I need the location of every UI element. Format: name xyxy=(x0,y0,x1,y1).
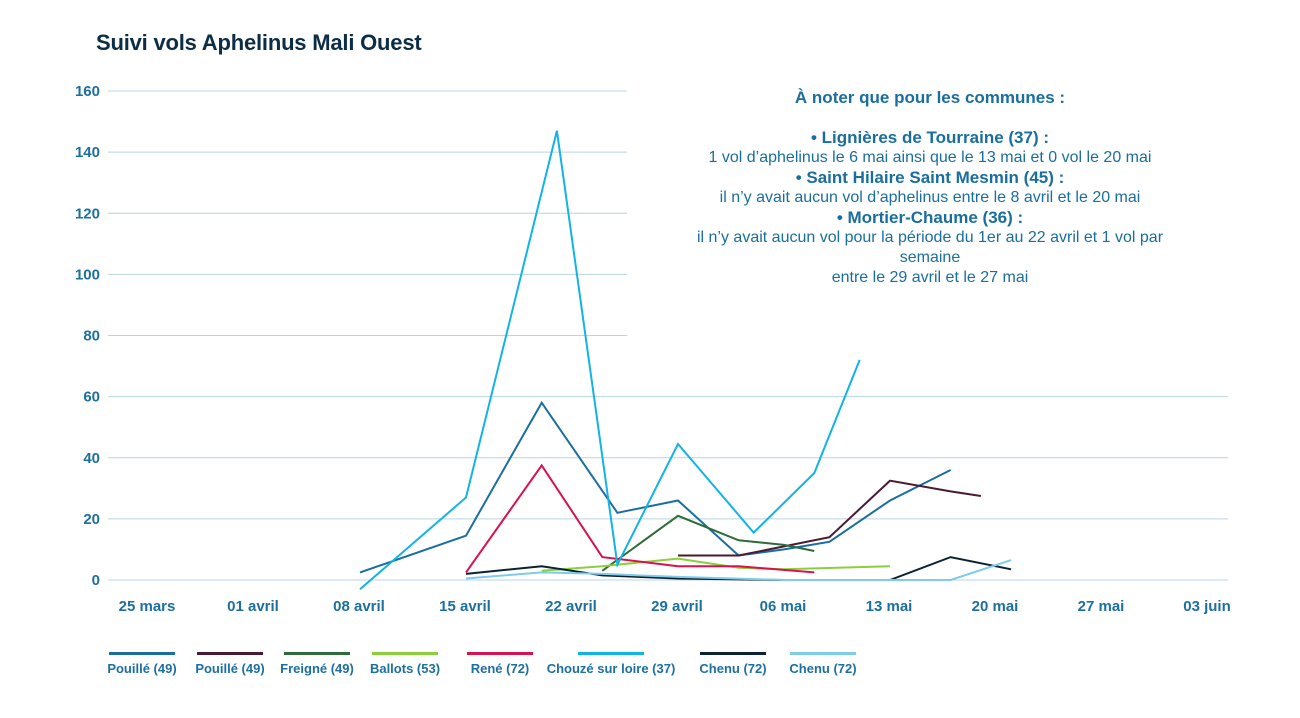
legend-swatch xyxy=(467,652,533,655)
note-entry-title: • Mortier-Chaume (36) : xyxy=(836,208,1024,227)
x-tick-label: 08 avril xyxy=(333,598,385,615)
legend-swatch xyxy=(700,652,766,655)
x-tick-label: 20 mai xyxy=(972,598,1019,615)
legend-swatch xyxy=(109,652,175,655)
legend-swatch xyxy=(790,652,856,655)
x-tick-label: 15 avril xyxy=(439,598,491,615)
note-entry: • Lignières de Tourraine (37) : 1 vol d’… xyxy=(650,128,1210,168)
note-entry-line: il n’y avait aucun vol pour la période d… xyxy=(696,229,1164,246)
legend-label: Pouillé (49) xyxy=(195,661,265,676)
legend-label: Chenu (72) xyxy=(789,661,857,676)
note-entry-title: • Lignières de Tourraine (37) : xyxy=(810,128,1050,147)
note-entry: • Mortier-Chaume (36) : il n’y avait auc… xyxy=(650,208,1210,288)
legend-label: Freigné (49) xyxy=(280,661,354,676)
series-line xyxy=(541,557,891,572)
x-tick-label: 03 juin xyxy=(1183,598,1231,615)
legend-label: Chouzé sur loire (37) xyxy=(546,661,676,676)
series-line xyxy=(465,463,815,574)
y-tick-label: 60 xyxy=(83,389,100,406)
note-heading: À noter que pour les communes : xyxy=(794,88,1066,107)
legend-swatch xyxy=(578,652,644,655)
y-tick-label: 20 xyxy=(83,511,100,528)
note-entry-line: semaine xyxy=(899,249,961,266)
y-tick-label: 100 xyxy=(75,266,100,283)
annotation-note: À noter que pour les communes : • Ligniè… xyxy=(650,88,1210,288)
legend-swatch xyxy=(284,652,350,655)
series-line xyxy=(601,514,815,572)
y-tick-label: 120 xyxy=(75,205,100,222)
legend-label: Pouillé (49) xyxy=(107,661,177,676)
x-axis-ticks: 25 mars 01 avril 08 avril 15 avril 22 avril 2… xyxy=(119,598,1231,615)
x-tick-label: 13 mai xyxy=(866,598,913,615)
x-tick-label: 22 avril xyxy=(545,598,597,615)
series-line xyxy=(359,130,861,590)
y-tick-label: 140 xyxy=(75,144,100,161)
line-chart: 0 20 40 60 80 100 120 140 160 25 mars 01 avril 08 … xyxy=(75,83,1231,615)
note-entry-line: 1 vol d’aphelinus le 6 mai ainsi que le … xyxy=(708,149,1152,166)
note-entry: • Saint Hilaire Saint Mesmin (45) : il n… xyxy=(650,168,1210,208)
y-tick-label: 0 xyxy=(92,572,100,589)
series-line xyxy=(465,559,1012,581)
x-tick-label: 06 mai xyxy=(760,598,807,615)
note-entry-title: • Saint Hilaire Saint Mesmin (45) : xyxy=(795,168,1065,187)
y-axis-ticks: 0 20 40 60 80 100 120 140 160 xyxy=(75,83,100,589)
y-tick-label: 160 xyxy=(75,83,100,100)
x-tick-label: 25 mars xyxy=(119,598,176,615)
legend-label: Ballots (53) xyxy=(369,661,441,676)
legend-label: René (72) xyxy=(470,661,530,676)
legend-swatch xyxy=(197,652,263,655)
note-entry-line: entre le 29 avril et le 27 mai xyxy=(831,269,1029,286)
legend-label: Chenu (72) xyxy=(699,661,767,676)
series-line xyxy=(678,479,982,557)
y-tick-label: 40 xyxy=(83,450,100,467)
chart-title: Suivi vols Aphelinus Mali Ouest xyxy=(96,30,422,55)
x-tick-label: 27 mai xyxy=(1078,598,1125,615)
chart-legend: Pouillé (49) Pouillé (49) Freigné (49) Ball… xyxy=(0,650,1300,690)
note-entry-line: il n’y avait aucun vol d’aphelinus entre… xyxy=(719,189,1141,206)
x-tick-label: 01 avril xyxy=(227,598,279,615)
x-tick-label: 29 avril xyxy=(651,598,703,615)
series-lines xyxy=(359,130,1012,590)
legend-swatch xyxy=(372,652,438,655)
y-tick-label: 80 xyxy=(83,328,100,345)
grid-lines xyxy=(108,90,1228,581)
